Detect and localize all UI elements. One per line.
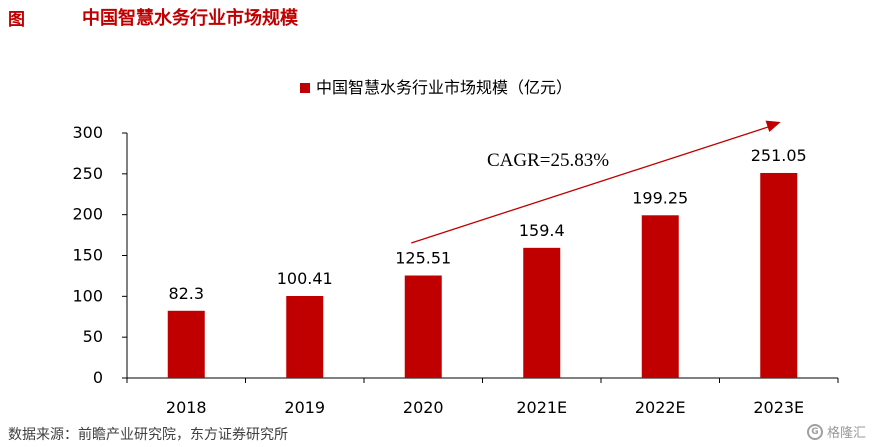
cagr-arrow-head <box>765 120 781 133</box>
figure-header: 图 中国智慧水务行业市场规模 <box>8 4 298 30</box>
watermark-text: 格隆汇 <box>826 426 866 441</box>
bar <box>760 172 798 378</box>
legend-swatch <box>300 83 310 93</box>
x-tick-label: 2023E <box>753 398 804 417</box>
y-tick-label: 200 <box>72 205 103 224</box>
y-tick-label: 300 <box>72 123 103 142</box>
figure-title: 中国智慧水务行业市场规模 <box>82 8 298 29</box>
bar <box>523 247 561 378</box>
y-tick-label: 0 <box>93 368 103 387</box>
x-tick-label: 2022E <box>635 398 686 417</box>
data-label: 199.25 <box>632 188 688 207</box>
cagr-annotation: CAGR=25.83% <box>487 150 609 171</box>
figure-label: 图 <box>8 9 25 30</box>
cagr-arrow-line <box>411 124 773 244</box>
watermark: G 格隆汇 <box>806 422 866 441</box>
data-label: 100.41 <box>277 269 333 288</box>
y-tick-label: 250 <box>72 164 103 183</box>
bar <box>404 275 442 378</box>
bar <box>167 310 205 378</box>
bar <box>641 215 679 378</box>
y-tick-label: 100 <box>72 286 103 305</box>
data-label: 125.51 <box>395 249 451 268</box>
source-note: 数据来源：前瞻产业研究院，东方证券研究所 <box>8 427 288 443</box>
data-label: 82.3 <box>168 284 204 303</box>
bar <box>286 295 324 378</box>
legend-label: 中国智慧水务行业市场规模（亿元） <box>316 78 572 97</box>
data-label: 159.4 <box>519 221 565 240</box>
x-tick-label: 2021E <box>516 398 567 417</box>
x-tick-label: 2020 <box>403 398 444 417</box>
y-tick-label: 150 <box>72 246 103 265</box>
x-tick-label: 2019 <box>284 398 325 417</box>
x-tick-label: 2018 <box>166 398 207 417</box>
data-label: 251.05 <box>751 146 807 165</box>
watermark-logo-icon: G <box>806 423 823 440</box>
y-tick-label: 50 <box>83 327 103 346</box>
